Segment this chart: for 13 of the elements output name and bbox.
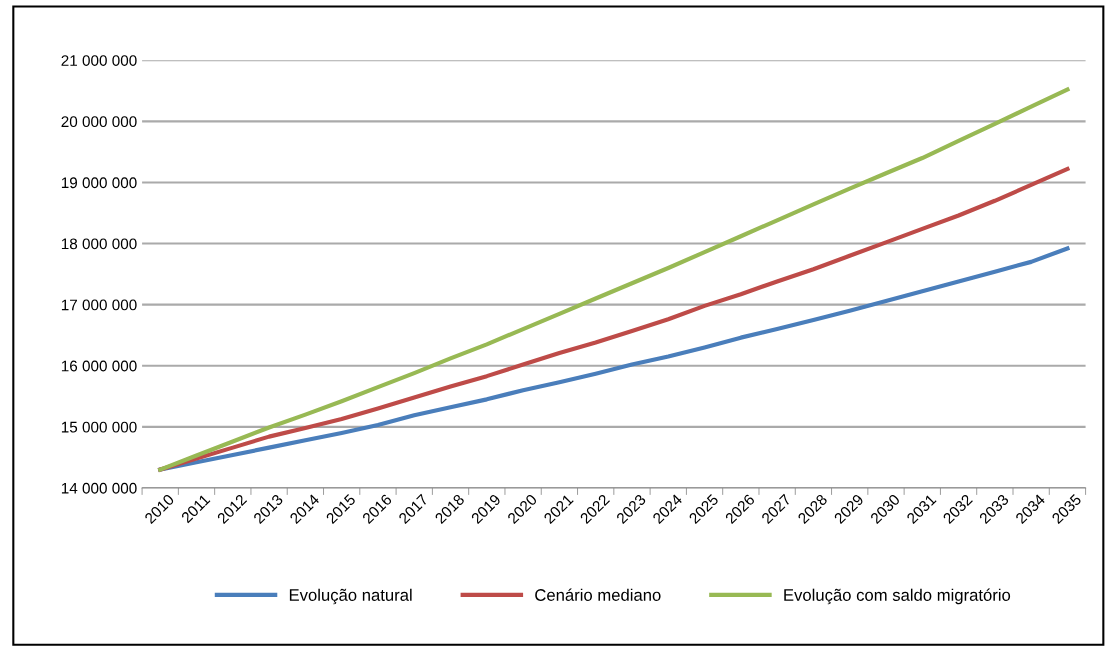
y-tick-label: 19 000 000 [61,177,137,189]
y-tick-label: 18 000 000 [61,238,137,250]
y-tick-label: 16 000 000 [61,360,137,372]
y-tick-label: 20 000 000 [61,116,137,128]
legend-label: Evolução natural [289,588,412,605]
legend-label: Evolução com saldo migratório [784,588,1011,605]
y-tick-label: 15 000 000 [61,421,137,433]
y-tick-label: 17 000 000 [61,299,137,311]
line-series [158,246,1070,472]
legend-label: Cenário mediano [535,588,661,601]
line-series [158,87,1070,472]
y-tick-label: 14 000 000 [61,482,137,494]
y-tick-label: 21 000 000 [61,55,137,66]
